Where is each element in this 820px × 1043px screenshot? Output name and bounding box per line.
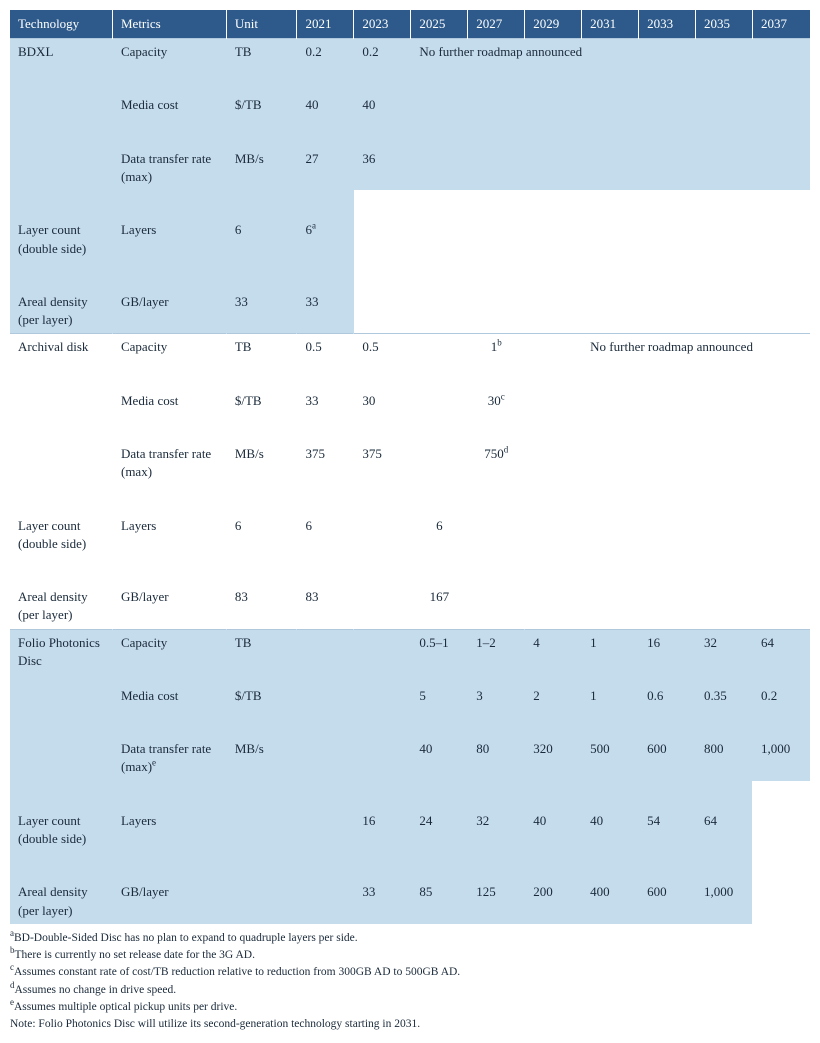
mid-span-cell: 1b (411, 334, 582, 361)
header-year: 2035 (696, 10, 753, 39)
metric-cell: Data transfer rate (max)e (112, 736, 226, 781)
unit-cell: GB/layer (112, 288, 226, 333)
footnote: bThere is currently no set release date … (10, 947, 810, 964)
unit-cell: TB (226, 629, 297, 656)
spacer-row (10, 709, 810, 736)
table-row: BDXLCapacityTB0.20.2No further roadmap a… (10, 39, 810, 66)
metric-cell: Areal density (per layer) (10, 288, 112, 333)
table-body: BDXLCapacityTB0.20.2No further roadmap a… (10, 39, 810, 924)
metric-cell: Capacity (112, 334, 226, 361)
metric-cell: Media cost (112, 92, 226, 119)
table-row: Media cost$/TB53210.60.350.2 (10, 682, 810, 709)
header-year: 2025 (411, 10, 468, 39)
mid-span-cell: 167 (354, 584, 525, 629)
spacer-row (10, 656, 810, 683)
unit-cell: GB/layer (112, 584, 226, 629)
mid-span-cell: 750d (411, 441, 582, 486)
table-row: Areal density (per layer)GB/layer8383167 (10, 584, 810, 629)
table-row: Folio Photonics DiscCapacityTB0.5–11–241… (10, 629, 810, 656)
unit-cell: TB (226, 334, 297, 361)
metric-cell: Areal density (per layer) (10, 584, 112, 629)
unit-cell: $/TB (226, 682, 297, 709)
table-row: Areal density (per layer)GB/layer3333 (10, 288, 810, 333)
metric-cell: Capacity (112, 629, 226, 656)
header-year: 2021 (297, 10, 354, 39)
footnote: aBD-Double-Sided Disc has no plan to exp… (10, 930, 810, 947)
unit-cell: GB/layer (112, 879, 226, 924)
technology-cell: BDXL (10, 39, 112, 191)
note: Note: Folio Photonics Disc will utilize … (10, 1016, 810, 1033)
unit-cell: MB/s (226, 736, 297, 781)
table-row: Data transfer rate (max)eMB/s40803205006… (10, 736, 810, 781)
mid-span-cell: 6 (354, 512, 525, 557)
metric-cell: Layer count (double side) (10, 217, 112, 262)
header-year: 2029 (525, 10, 582, 39)
header-year: 2031 (582, 10, 639, 39)
technology-cell: Archival disk (10, 334, 112, 486)
unit-cell: $/TB (226, 387, 297, 414)
metric-cell: Media cost (112, 387, 226, 414)
spacer-row (10, 485, 810, 512)
spacer-row (10, 781, 810, 808)
table-row: Layer count (double side)Layers162432404… (10, 807, 810, 852)
spacer-row (10, 190, 810, 217)
header-technology: Technology (10, 10, 112, 39)
table-row: Layer count (double side)Layers66a (10, 217, 810, 262)
footnotes: aBD-Double-Sided Disc has no plan to exp… (10, 930, 810, 1034)
table-row: Archival diskCapacityTB0.50.51bNo furthe… (10, 334, 810, 361)
mid-span-cell: 30c (411, 387, 582, 414)
footnote: cAssumes constant rate of cost/TB reduct… (10, 964, 810, 981)
no-roadmap-cell: No further roadmap announced (582, 334, 810, 486)
unit-cell: MB/s (226, 145, 297, 190)
spacer-row (10, 852, 810, 879)
unit-cell: TB (226, 39, 297, 66)
unit-cell: Layers (112, 512, 226, 557)
metric-cell: Data transfer rate (max) (112, 145, 226, 190)
metric-cell: Capacity (112, 39, 226, 66)
unit-cell: $/TB (226, 92, 297, 119)
unit-cell: Layers (112, 217, 226, 262)
header-year: 2033 (639, 10, 696, 39)
technology-cell: Folio Photonics Disc (10, 629, 112, 781)
header-year: 2023 (354, 10, 411, 39)
metric-cell: Areal density (per layer) (10, 879, 112, 924)
metric-cell: Layer count (double side) (10, 512, 112, 557)
roadmap-table: Technology Metrics Unit 2021 2023 2025 2… (10, 10, 810, 924)
no-roadmap-cell: No further roadmap announced (411, 39, 810, 191)
header-metrics: Metrics (112, 10, 226, 39)
header-year: 2037 (752, 10, 809, 39)
header-year: 2027 (468, 10, 525, 39)
table-row: Areal density (per layer)GB/layer3385125… (10, 879, 810, 924)
unit-cell: MB/s (226, 441, 297, 486)
metric-cell: Media cost (112, 682, 226, 709)
unit-cell: Layers (112, 807, 226, 852)
spacer-row (10, 557, 810, 584)
footnote: dAssumes no change in drive speed. (10, 982, 810, 999)
header-unit: Unit (226, 10, 297, 39)
metric-cell: Layer count (double side) (10, 807, 112, 852)
footnote: eAssumes multiple optical pickup units p… (10, 999, 810, 1016)
spacer-row (10, 262, 810, 289)
table-row: Layer count (double side)Layers666 (10, 512, 810, 557)
metric-cell: Data transfer rate (max) (112, 441, 226, 486)
table-header: Technology Metrics Unit 2021 2023 2025 2… (10, 10, 810, 39)
